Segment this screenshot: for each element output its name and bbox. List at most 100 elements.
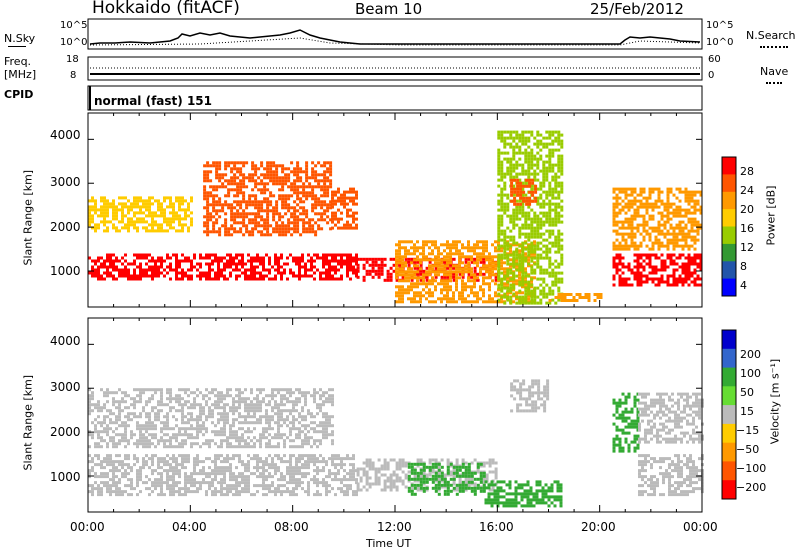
heatmap-cell xyxy=(160,205,163,209)
heatmap-cell xyxy=(103,415,106,419)
heatmap-cell xyxy=(639,265,643,269)
heatmap-cell xyxy=(254,194,258,198)
heatmap-cell xyxy=(410,257,414,261)
heatmap-cell xyxy=(624,265,628,269)
heatmap-cell xyxy=(587,296,591,299)
heatmap-cell xyxy=(281,224,285,228)
heatmap-cell xyxy=(551,130,555,134)
heatmap-cell xyxy=(500,232,504,236)
heatmap-cell xyxy=(331,472,334,476)
heatmap-cell xyxy=(112,430,115,434)
heatmap-cell xyxy=(292,475,295,479)
heatmap-cell xyxy=(136,202,139,206)
heatmap-cell xyxy=(560,187,564,191)
heatmap-cell xyxy=(516,184,520,188)
heatmap-cell xyxy=(254,164,258,168)
heatmap-cell xyxy=(220,478,223,482)
heatmap-cell xyxy=(289,268,292,272)
heatmap-cell xyxy=(612,220,616,224)
heatmap-cell xyxy=(524,223,528,227)
heatmap-cell xyxy=(244,463,247,467)
heatmap-cell xyxy=(548,271,552,275)
heatmap-cell xyxy=(530,130,534,134)
heatmap-cell xyxy=(229,262,232,266)
heatmap-cell xyxy=(554,217,558,221)
heatmap-cell xyxy=(254,185,258,189)
heatmap-cell xyxy=(434,300,437,304)
heatmap-cell xyxy=(298,472,301,476)
heatmap-cell xyxy=(374,269,378,273)
heatmap-cell xyxy=(512,220,516,224)
heatmap-cell xyxy=(136,196,139,200)
heatmap-cell xyxy=(328,484,331,488)
heatmap-cell xyxy=(527,286,531,290)
heatmap-cell xyxy=(112,214,115,218)
heatmap-cell xyxy=(639,214,643,218)
heatmap-cell xyxy=(124,214,127,218)
heatmap-cell xyxy=(612,244,616,248)
heatmap-cell xyxy=(346,253,349,257)
heatmap-cell xyxy=(175,463,178,467)
heatmap-cell xyxy=(130,433,133,437)
heatmap-cell xyxy=(166,475,169,479)
heatmap-cell xyxy=(325,460,328,464)
heatmap-cell xyxy=(503,256,507,260)
heatmap-cell xyxy=(133,259,136,263)
heatmap-cell xyxy=(160,436,163,440)
heatmap-cell xyxy=(88,454,91,458)
heatmap-cell xyxy=(624,232,628,236)
heatmap-cell xyxy=(437,252,440,256)
heatmap-cell xyxy=(337,454,340,458)
heatmap-cell xyxy=(160,259,163,263)
heatmap-cell xyxy=(187,226,190,230)
heatmap-cell xyxy=(115,475,118,479)
heatmap-cell xyxy=(106,481,109,485)
heatmap-cell xyxy=(491,243,494,247)
heatmap-cell xyxy=(401,258,404,262)
heatmap-cell xyxy=(524,232,528,236)
heatmap-cell xyxy=(169,445,172,449)
heatmap-cell xyxy=(187,256,190,260)
heatmap-cell xyxy=(419,261,422,265)
heatmap-cell xyxy=(331,214,334,218)
heatmap-cell xyxy=(304,454,307,458)
heatmap-cell xyxy=(259,457,262,461)
heatmap-cell xyxy=(211,253,214,257)
heatmap-cell xyxy=(446,264,449,268)
heatmap-cell xyxy=(106,463,109,467)
heatmap-cell xyxy=(521,202,525,206)
heatmap-cell xyxy=(548,157,552,161)
heatmap-cell xyxy=(621,271,625,275)
heatmap-cell xyxy=(530,250,534,254)
heatmap-cell xyxy=(148,265,151,269)
heatmap-cell xyxy=(266,161,270,165)
heatmap-cell xyxy=(326,179,330,183)
heatmap-cell xyxy=(542,205,546,209)
heatmap-cell xyxy=(648,217,652,221)
heatmap-cell xyxy=(190,406,193,410)
heatmap-cell xyxy=(699,208,703,212)
heatmap-cell xyxy=(627,193,631,197)
heatmap-cell xyxy=(163,481,166,485)
heatmap-cell xyxy=(437,246,440,250)
cpid-value: normal (fast) 151 xyxy=(94,94,212,108)
heatmap-cell xyxy=(287,185,291,189)
heatmap-cell xyxy=(302,194,306,198)
heatmap-cell xyxy=(693,235,697,239)
heatmap-cell xyxy=(271,265,274,269)
heatmap-cell xyxy=(305,173,309,177)
heatmap-cell xyxy=(245,212,249,216)
heatmap-cell xyxy=(281,194,285,198)
heatmap-cell xyxy=(181,253,184,257)
heatmap-cell xyxy=(449,288,452,292)
heatmap-cell xyxy=(410,261,413,265)
heatmap-cell xyxy=(530,160,534,164)
heatmap-cell xyxy=(624,241,628,245)
heatmap-cell xyxy=(160,202,163,206)
heatmap-cell xyxy=(521,259,525,263)
heatmap-cell xyxy=(202,394,205,398)
heatmap-cell xyxy=(413,297,416,301)
heatmap-cell xyxy=(518,172,522,176)
heatmap-cell xyxy=(242,221,246,225)
heatmap-cell xyxy=(352,466,355,470)
